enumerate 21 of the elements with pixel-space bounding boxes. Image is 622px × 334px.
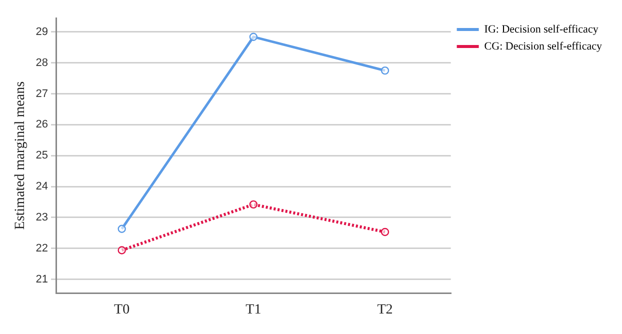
x-tick-label: T1 [246,302,262,318]
y-tick-label: 27 [36,88,48,100]
y-tick-label: 24 [36,180,48,193]
y-tick-label: 26 [36,118,48,131]
point [380,66,390,75]
legend-label: CG: Decision self-efficacy [484,40,602,52]
x-tick-label: T2 [377,302,393,318]
point [118,246,126,254]
x-tick-label: T0 [114,302,130,318]
y-tick-label: 21 [36,273,48,286]
legend-label: IG: Decision self-efficacy [484,23,599,36]
y-tick-label: 25 [36,150,48,162]
point [380,228,390,236]
point [249,32,258,41]
point [118,224,126,233]
y-axis-title: Estimated marginal means [13,81,28,230]
y-tick-label: 22 [36,242,48,254]
point [249,200,258,209]
y-tick-label: 28 [36,56,48,69]
y-tick-label: 23 [36,211,48,224]
y-tick-label: 29 [36,26,48,38]
